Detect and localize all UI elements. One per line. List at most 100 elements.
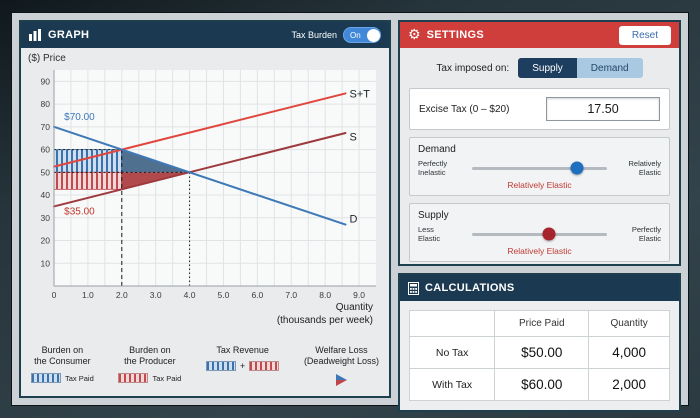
demand-elasticity-card: Demand Perfectly Inelastic Relatively Elas… bbox=[409, 137, 670, 196]
svg-text:0: 0 bbox=[52, 290, 57, 300]
svg-text:8.0: 8.0 bbox=[319, 290, 331, 300]
calculations-panel-header: CALCULATIONS bbox=[400, 275, 679, 301]
gear-icon: ⚙ bbox=[408, 27, 421, 43]
price-paid-column-header: Price Paid bbox=[494, 310, 590, 337]
tax-burden-toggle[interactable]: On bbox=[343, 27, 381, 43]
svg-text:20: 20 bbox=[41, 236, 51, 246]
svg-text:60: 60 bbox=[41, 145, 51, 155]
red-hatch-swatch bbox=[118, 373, 149, 383]
toggle-on-label: On bbox=[350, 30, 361, 40]
graph-body: ($) Price S+T S D 10 20 30 40 50 60 70 80 90 0 1.0 2.0… bbox=[21, 48, 389, 396]
app-window: GRAPH Tax Burden On ($) Price S+T S D 10 20 3… bbox=[12, 13, 688, 412]
demand-left-label: Perfectly Inelastic bbox=[418, 159, 448, 177]
consumer-tax-paid-label: Tax Paid bbox=[65, 373, 94, 383]
settings-body: Tax imposed on: Supply Demand Excise Tax… bbox=[400, 48, 679, 268]
deadweight-triangle-icon bbox=[334, 373, 348, 392]
toggle-knob[interactable] bbox=[366, 28, 380, 42]
calculations-body: Price Paid Quantity No Tax $50.00 4,000 … bbox=[400, 301, 679, 410]
tab-demand[interactable]: Demand bbox=[576, 58, 643, 78]
red-hatch-swatch bbox=[249, 361, 280, 372]
bar-chart-icon bbox=[29, 29, 42, 41]
x-axis-title-line1: Quantity bbox=[335, 302, 373, 313]
row-label: No Tax bbox=[408, 336, 496, 369]
table-row-with-tax: With Tax $60.00 2,000 bbox=[408, 368, 670, 401]
supply-elasticity-card: Supply Less Elastic Perfectly Elastic Rela… bbox=[409, 203, 670, 262]
producer-tax-paid-label: Tax Paid bbox=[152, 373, 182, 383]
plus-sign: + bbox=[239, 361, 246, 372]
svg-text:9.0: 9.0 bbox=[353, 290, 365, 300]
supply-demand-chart: S+T S D 10 20 30 40 50 60 70 80 90 0 1.0 2.0 3.0 4.0 5.0 6… bbox=[41, 70, 376, 300]
graph-panel-header: GRAPH Tax Burden On bbox=[21, 22, 389, 48]
svg-text:2.0: 2.0 bbox=[116, 290, 128, 300]
svg-text:50: 50 bbox=[41, 167, 51, 177]
demand-elasticity-slider[interactable] bbox=[472, 161, 607, 175]
svg-text:1.0: 1.0 bbox=[82, 290, 94, 300]
blue-hatch-swatch bbox=[31, 373, 61, 383]
excise-tax-input[interactable]: 17.50 bbox=[546, 97, 660, 121]
legend-tax-revenue: Tax Revenue + bbox=[205, 345, 280, 372]
demand-right-label: Relatively Elastic bbox=[628, 159, 661, 177]
tab-supply[interactable]: Supply bbox=[518, 58, 577, 78]
svg-text:80: 80 bbox=[41, 99, 51, 109]
legend-consumer-burden: Burden on the Consumer Tax Paid bbox=[31, 345, 94, 383]
svg-text:7.0: 7.0 bbox=[285, 290, 297, 300]
excise-tax-card: Excise Tax (0 – $20) 17.50 bbox=[409, 88, 670, 130]
x-axis-title-line2: (thousands per week) bbox=[276, 315, 373, 326]
svg-text:S+T: S+T bbox=[350, 88, 371, 100]
supply-left-label: Less Elastic bbox=[418, 225, 441, 243]
settings-panel-header: ⚙ SETTINGS Reset bbox=[400, 22, 679, 48]
svg-text:$35.00: $35.00 bbox=[64, 206, 95, 217]
legend-producer-burden: Burden on the Producer Tax Paid bbox=[118, 345, 181, 383]
svg-text:40: 40 bbox=[41, 190, 51, 200]
svg-text:10: 10 bbox=[41, 258, 51, 268]
demand-section-title: Demand bbox=[418, 144, 456, 155]
tax-imposed-label: Tax imposed on: bbox=[436, 62, 510, 74]
graph-panel: GRAPH Tax Burden On ($) Price S+T S D 10 20 3… bbox=[19, 20, 391, 398]
demand-current-value: Relatively Elastic bbox=[507, 180, 572, 190]
graph-panel-title: GRAPH bbox=[48, 29, 90, 41]
supply-current-value: Relatively Elastic bbox=[507, 246, 572, 256]
calculations-panel-title: CALCULATIONS bbox=[425, 282, 515, 294]
with-tax-price: $60.00 bbox=[494, 368, 590, 401]
x-axis-title: Quantity (thousands per week) bbox=[21, 301, 389, 327]
row-label: With Tax bbox=[408, 368, 496, 401]
right-column: ⚙ SETTINGS Reset Tax imposed on: Supply … bbox=[398, 20, 681, 412]
supply-right-label: Perfectly Elastic bbox=[631, 225, 661, 243]
svg-text:$70.00: $70.00 bbox=[64, 112, 95, 123]
settings-panel: ⚙ SETTINGS Reset Tax imposed on: Supply … bbox=[398, 20, 681, 266]
table-header-row: Price Paid Quantity bbox=[408, 310, 670, 337]
no-tax-quantity: 4,000 bbox=[588, 336, 670, 369]
blue-hatch-swatch bbox=[205, 361, 236, 372]
svg-text:5.0: 5.0 bbox=[218, 290, 230, 300]
tax-imposed-row: Tax imposed on: Supply Demand bbox=[400, 48, 679, 81]
svg-text:D: D bbox=[350, 213, 358, 225]
svg-text:70: 70 bbox=[41, 122, 51, 132]
no-tax-price: $50.00 bbox=[494, 336, 590, 369]
calculations-panel: CALCULATIONS Price Paid Quantity No Tax … bbox=[398, 273, 681, 412]
svg-text:4.0: 4.0 bbox=[184, 290, 196, 300]
excise-tax-label: Excise Tax (0 – $20) bbox=[419, 103, 510, 115]
with-tax-quantity: 2,000 bbox=[588, 368, 670, 401]
legend-welfare-loss: Welfare Loss (Deadweight Loss) bbox=[304, 345, 379, 392]
svg-text:3.0: 3.0 bbox=[150, 290, 162, 300]
supply-slider-handle[interactable] bbox=[542, 227, 556, 241]
calculations-table: Price Paid Quantity No Tax $50.00 4,000 … bbox=[408, 310, 670, 401]
y-axis-title: ($) Price bbox=[28, 53, 66, 64]
svg-text:30: 30 bbox=[41, 213, 51, 223]
tax-target-segmented-control: Supply Demand bbox=[518, 58, 643, 78]
empty-header-cell bbox=[408, 310, 496, 337]
supply-section-title: Supply bbox=[418, 210, 449, 221]
svg-text:6.0: 6.0 bbox=[251, 290, 263, 300]
supply-elasticity-slider[interactable] bbox=[472, 227, 607, 241]
reset-button[interactable]: Reset bbox=[618, 25, 671, 45]
calculator-icon bbox=[408, 281, 419, 295]
svg-text:S: S bbox=[350, 131, 357, 143]
demand-slider-handle[interactable] bbox=[570, 161, 584, 175]
table-row-no-tax: No Tax $50.00 4,000 bbox=[408, 336, 670, 369]
tax-burden-label: Tax Burden bbox=[291, 30, 337, 40]
quantity-column-header: Quantity bbox=[588, 310, 670, 337]
svg-text:90: 90 bbox=[41, 76, 51, 86]
settings-panel-title: SETTINGS bbox=[426, 29, 484, 41]
chart-legend: Burden on the Consumer Tax Paid Burden on… bbox=[21, 337, 389, 396]
